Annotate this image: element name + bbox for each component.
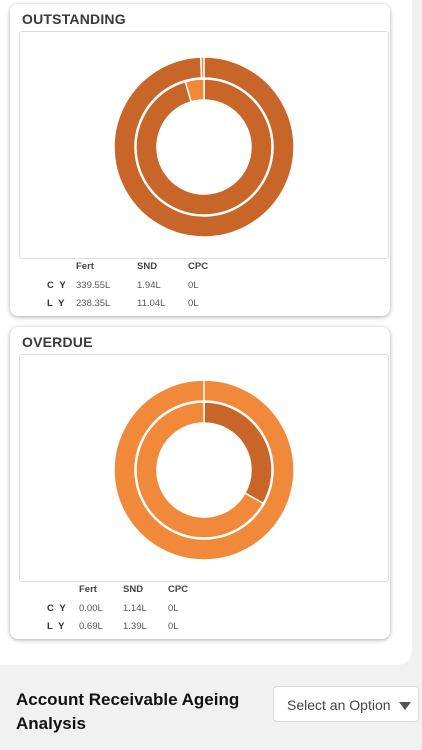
col-header-snd: SND	[123, 584, 144, 595]
row-label-cy: C Y	[47, 280, 68, 291]
cell-cy-snd: 1.14L	[123, 603, 147, 614]
cell-cy-cpc: 0L	[188, 280, 199, 291]
col-header-cpc: CPC	[188, 261, 209, 272]
overdue-legend-table: Fert SND CPC C Y 0.00L 1.14L 0L L Y 0.69…	[10, 579, 390, 639]
outstanding-donut-chart[interactable]	[20, 32, 388, 258]
col-header-fert: Fert	[79, 584, 97, 595]
outstanding-chart-box	[19, 31, 389, 259]
overdue-donut-chart[interactable]	[20, 355, 388, 581]
cell-ly-snd: 1.39L	[123, 621, 147, 632]
row-label-cy: C Y	[47, 603, 68, 614]
overdue-title: OVERDUE	[22, 334, 93, 350]
col-header-fert: Fert	[76, 261, 94, 272]
row-label-ly: L Y	[47, 298, 66, 309]
chevron-down-icon	[399, 702, 411, 710]
ageing-analysis-title: Account Receivable Ageing Analysis	[16, 690, 240, 733]
outstanding-ring2-slice-snd[interactable]	[184, 78, 205, 103]
cell-ly-fert: 0.69L	[79, 621, 103, 632]
outstanding-ring2-slice-fert[interactable]	[135, 78, 273, 216]
outstanding-title: OUTSTANDING	[22, 11, 126, 27]
cell-cy-cpc: 0L	[168, 603, 179, 614]
cell-ly-cpc: 0L	[188, 298, 199, 309]
row-label-ly: L Y	[47, 621, 66, 632]
col-header-snd: SND	[137, 261, 158, 272]
col-header-cpc: CPC	[168, 584, 189, 595]
cell-ly-fert: 238.35L	[76, 298, 111, 309]
cell-ly-snd: 11.04L	[137, 298, 166, 309]
overdue-ring2-slice-snd[interactable]	[135, 401, 265, 539]
cell-cy-fert: 0.00L	[79, 603, 103, 614]
cell-ly-cpc: 0L	[168, 621, 179, 632]
outstanding-legend-table: Fert SND CPC C Y 339.55L 1.94L 0L L Y 23…	[10, 256, 390, 316]
overdue-ring1-slice-snd[interactable]	[113, 379, 295, 561]
overdue-card: OVERDUE Fert SND CPC C Y 0.00L 1.14L 0L …	[10, 327, 390, 639]
overdue-chart-box	[19, 354, 389, 582]
cell-cy-snd: 1.94L	[137, 280, 161, 291]
outstanding-ring1-slice-fert[interactable]	[113, 56, 295, 238]
cell-cy-fert: 339.55L	[76, 280, 111, 291]
select-label: Select an Option	[287, 697, 391, 713]
outstanding-ring1-slice-snd[interactable]	[200, 56, 205, 79]
ageing-option-select[interactable]: Select an Option	[273, 686, 419, 722]
outstanding-card: OUTSTANDING Fert SND CPC C Y 339.55L 1.9…	[10, 4, 390, 316]
